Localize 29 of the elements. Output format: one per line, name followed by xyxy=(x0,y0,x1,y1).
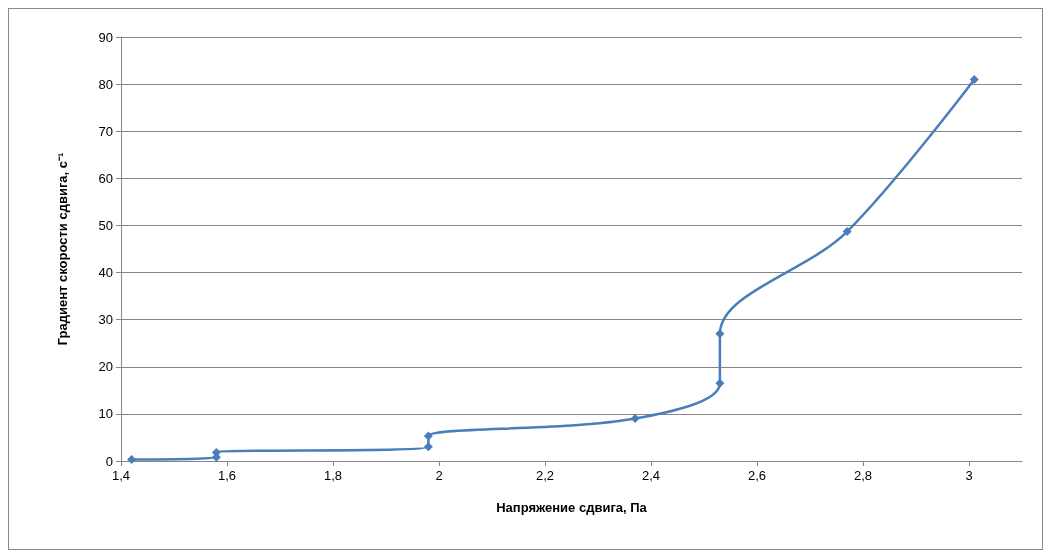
point xyxy=(127,455,137,465)
x-tick-label: 2,6 xyxy=(747,468,767,483)
x-tick-label: 2,2 xyxy=(535,468,555,483)
x-tick-label: 2 xyxy=(435,468,443,483)
point xyxy=(715,329,725,339)
y-tick-label: 30 xyxy=(98,312,113,328)
y-tick-label: 70 xyxy=(98,123,113,139)
y-tick-label: 80 xyxy=(98,76,113,92)
y-tick-label: 40 xyxy=(98,265,113,281)
y-tick-label: 20 xyxy=(98,359,113,375)
point xyxy=(842,227,852,237)
y-tick-label: 50 xyxy=(98,217,113,233)
x-tick-label: 3 xyxy=(965,468,973,483)
point xyxy=(715,378,725,388)
x-tick-label: 2,8 xyxy=(853,468,873,483)
x-tick-label: 1,6 xyxy=(217,468,237,483)
point xyxy=(423,442,433,452)
y-tick-label: 90 xyxy=(98,29,113,45)
point xyxy=(423,431,433,441)
x-tick-label: 2,4 xyxy=(641,468,661,483)
point xyxy=(969,74,979,84)
y-tick-label: 0 xyxy=(105,453,113,469)
x-axis-title: Напряжение сдвига, Па xyxy=(496,500,648,515)
x-tick-label: 1,4 xyxy=(111,468,131,483)
point xyxy=(630,414,640,424)
x-tick-label: 1,8 xyxy=(323,468,343,483)
y-tick-label: 60 xyxy=(98,170,113,186)
y-tick-label: 10 xyxy=(98,406,113,422)
y-axis-title: Градиент скорости сдвига, с⁻¹ xyxy=(55,152,70,346)
